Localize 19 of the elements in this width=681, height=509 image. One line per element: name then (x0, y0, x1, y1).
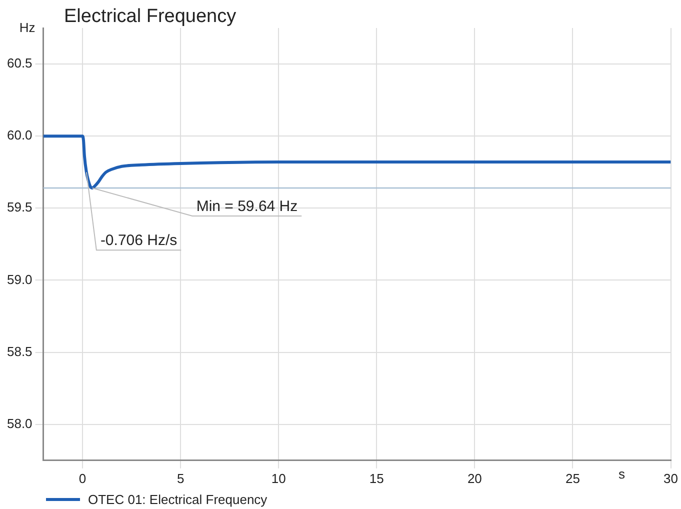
x-tick-label: 25 (565, 470, 580, 486)
annotation: -0.706 Hz/s (100, 232, 178, 250)
legend-label: OTEC 01: Electrical Frequency (88, 492, 268, 507)
x-tick-label: 5 (176, 470, 184, 486)
y-tick-label: 59.0 (6, 272, 32, 287)
y-tick-label: 60.5 (6, 56, 32, 71)
x-tick-label: 30 (664, 470, 678, 486)
y-tick-label: 59.5 (6, 200, 32, 215)
x-tick-label: 10 (271, 470, 286, 486)
x-tick-label: 15 (369, 470, 384, 486)
x-tick-label: 0 (78, 470, 86, 486)
x-tick-label: 20 (467, 470, 482, 486)
y-tick-label: 58.0 (6, 416, 32, 431)
chart-title: Electrical Frequency (64, 6, 236, 28)
annotation: Min = 59.64 Hz (196, 198, 298, 215)
y-tick-label: 58.5 (6, 344, 32, 359)
y-axis-title: Hz (19, 20, 36, 35)
y-tick-label: 60.0 (6, 128, 32, 143)
x-axis-title: s (618, 466, 626, 482)
